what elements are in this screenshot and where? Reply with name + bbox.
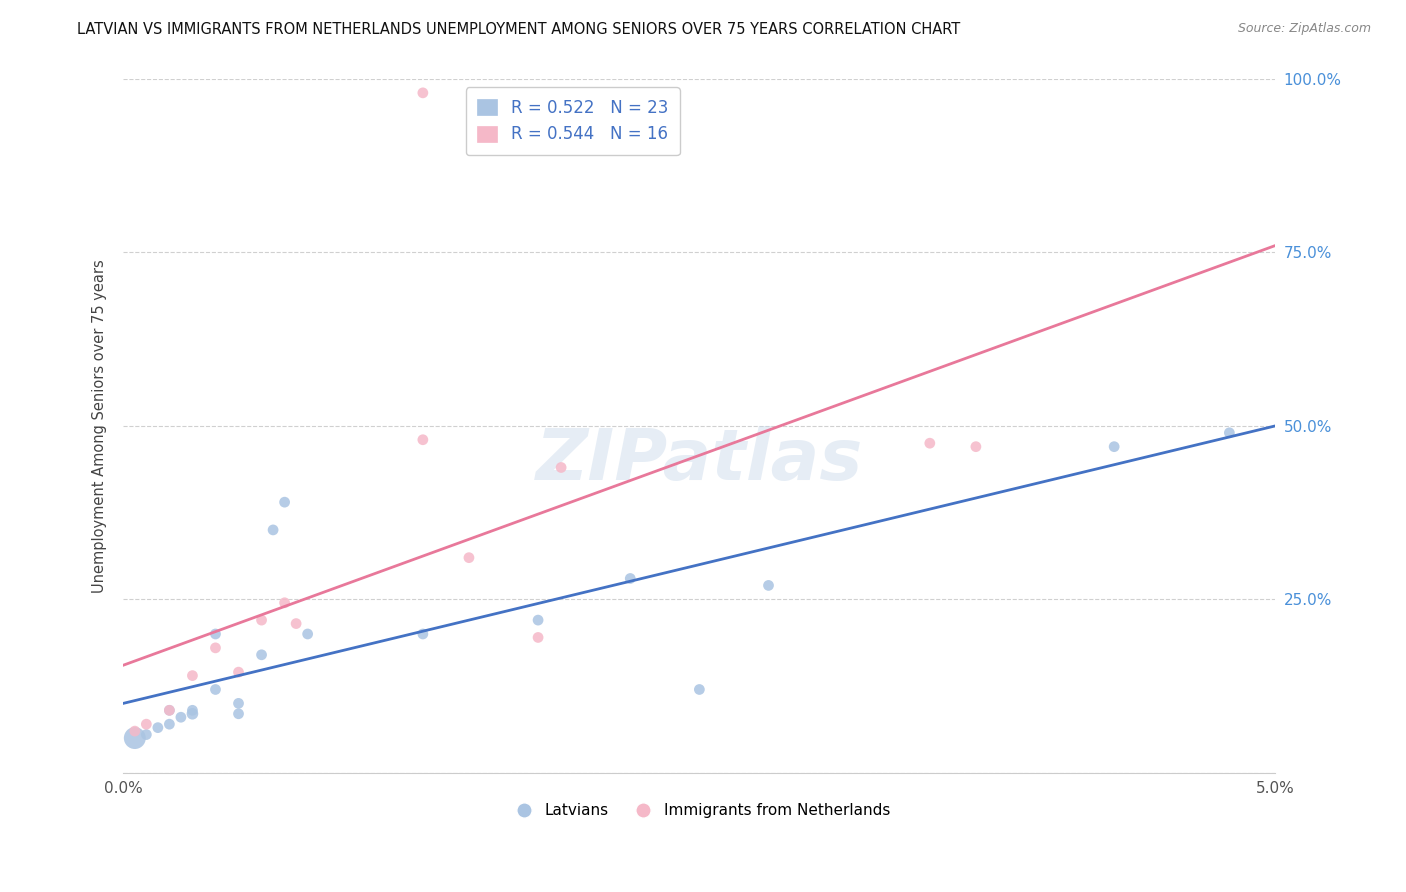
Point [228, 706, 250, 721]
Point [273, 596, 295, 610]
Point [527, 631, 550, 645]
Point [204, 682, 226, 697]
Point [228, 697, 250, 711]
Point [181, 706, 204, 721]
Point [458, 550, 481, 565]
Point [412, 627, 434, 641]
Point [297, 627, 319, 641]
Point [550, 460, 572, 475]
Point [1218, 425, 1240, 440]
Point [688, 682, 710, 697]
Point [124, 724, 146, 739]
Point [157, 717, 180, 731]
Point [262, 523, 284, 537]
Point [124, 731, 146, 745]
Point [918, 436, 941, 450]
Point [181, 703, 204, 717]
Point [273, 495, 295, 509]
Point [146, 721, 169, 735]
Point [181, 668, 204, 682]
Point [1102, 440, 1125, 454]
Point [157, 703, 180, 717]
Point [619, 572, 641, 586]
Point [250, 648, 273, 662]
Point [204, 640, 226, 655]
Legend: Latvians, Immigrants from Netherlands: Latvians, Immigrants from Netherlands [502, 797, 897, 824]
Point [965, 440, 987, 454]
Point [758, 578, 780, 592]
Point [250, 613, 273, 627]
Point [135, 728, 157, 742]
Point [412, 433, 434, 447]
Point [527, 613, 550, 627]
Y-axis label: Unemployment Among Seniors over 75 years: Unemployment Among Seniors over 75 years [93, 259, 107, 592]
Point [412, 86, 434, 100]
Point [135, 717, 157, 731]
Text: LATVIAN VS IMMIGRANTS FROM NETHERLANDS UNEMPLOYMENT AMONG SENIORS OVER 75 YEARS : LATVIAN VS IMMIGRANTS FROM NETHERLANDS U… [77, 22, 960, 37]
Point [204, 627, 226, 641]
Point [170, 710, 193, 724]
Text: Source: ZipAtlas.com: Source: ZipAtlas.com [1237, 22, 1371, 36]
Point [228, 665, 250, 680]
Point [157, 703, 180, 717]
Point [285, 616, 308, 631]
Text: ZIPatlas: ZIPatlas [536, 426, 863, 495]
